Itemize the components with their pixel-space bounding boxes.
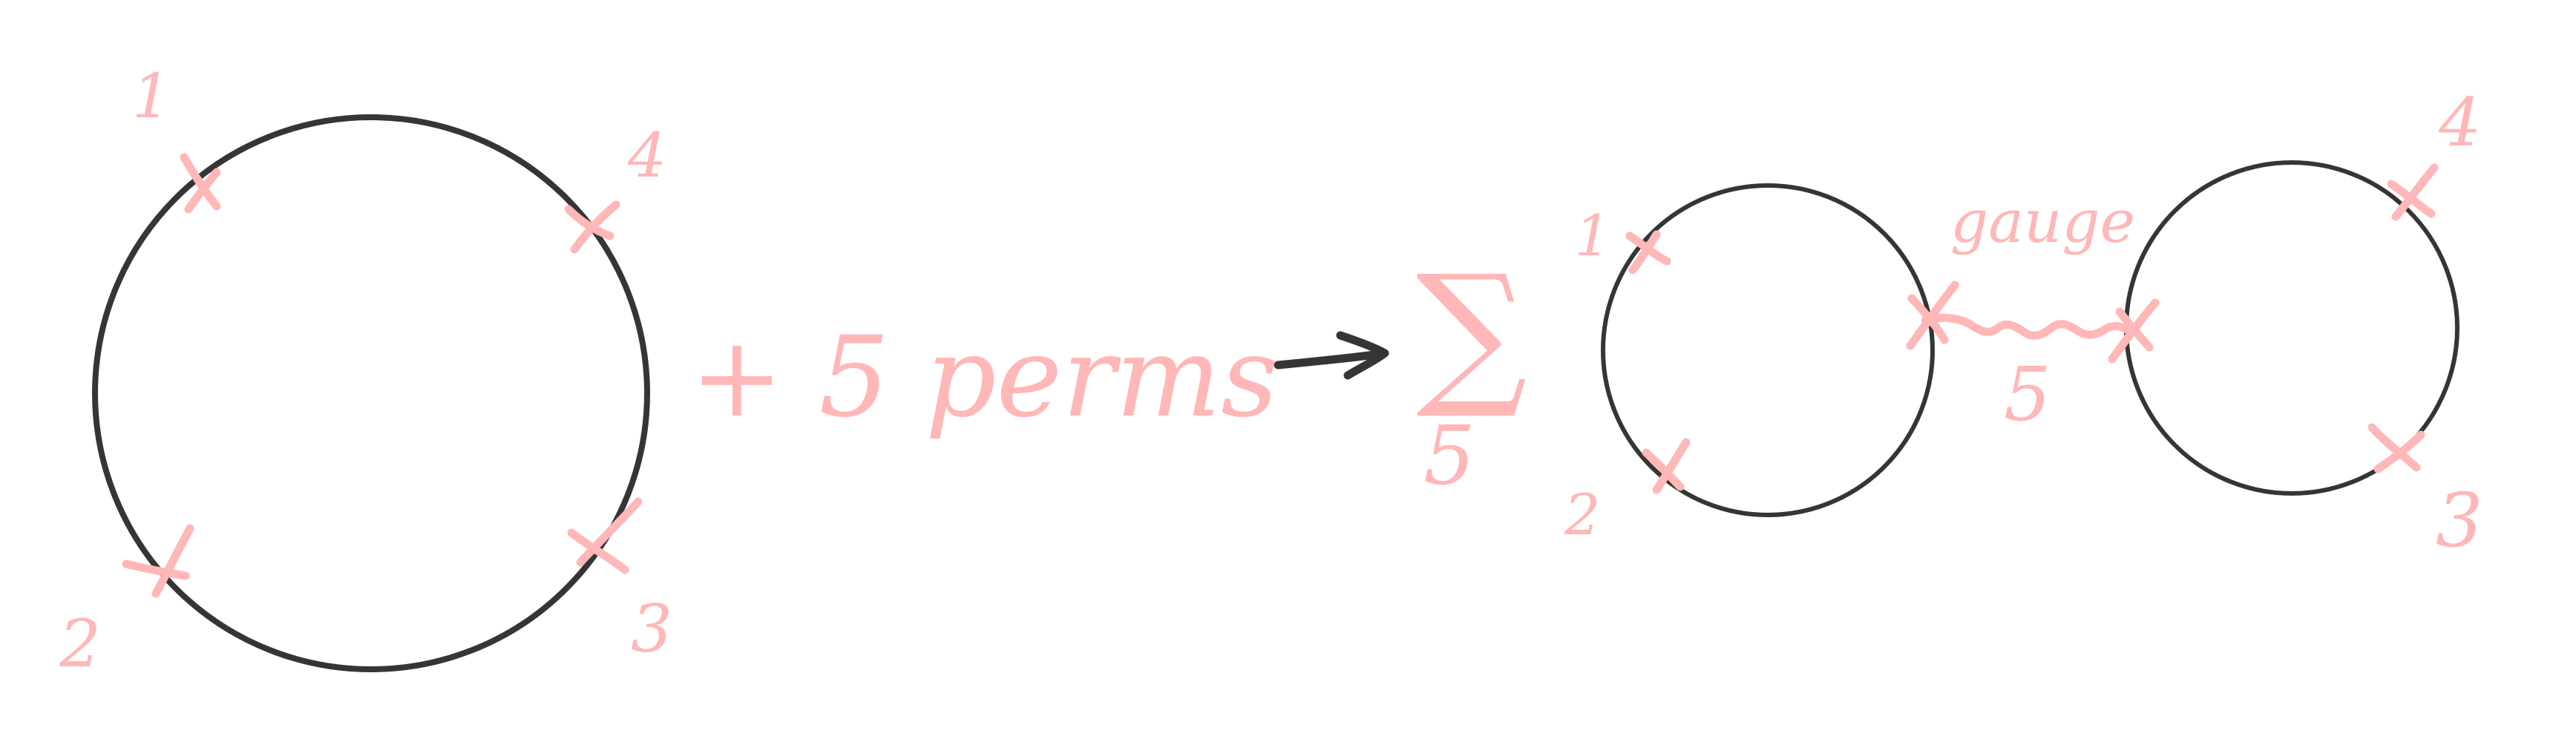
leg-label-b4: 4 xyxy=(2438,84,2481,162)
propagator-label: gauge xyxy=(1950,187,2135,256)
leg-label-2: 2 xyxy=(59,605,101,682)
leg-label-b3: 3 xyxy=(2436,477,2483,564)
vertex-marker-a xyxy=(1906,280,1959,350)
leg-marker-a1 xyxy=(1625,230,1671,275)
arrow-icon xyxy=(1274,331,1389,380)
leg-label-3: 3 xyxy=(631,591,672,667)
right-diagram: 1 2 4 3 gauge 5 xyxy=(1564,84,2483,564)
loop-circle-a xyxy=(1601,183,1935,517)
perm-annotation: + 5 perms xyxy=(690,313,1278,442)
gauge-propagator xyxy=(1921,313,2134,340)
leg-marker-2 xyxy=(122,524,194,598)
leg-marker-3 xyxy=(567,497,643,574)
leg-label-1: 1 xyxy=(132,62,171,132)
leg-label-4: 4 xyxy=(627,121,666,191)
leg-marker-4 xyxy=(564,200,620,254)
leg-marker-1 xyxy=(180,153,221,214)
sum-symbol: ∑ xyxy=(1416,241,1527,423)
propagator-index: 5 xyxy=(2004,351,2051,438)
leg-marker-b4 xyxy=(2387,163,2439,221)
leg-marker-b3 xyxy=(2367,423,2425,473)
sum-index: 5 xyxy=(1423,408,1475,503)
leg-label-a2: 2 xyxy=(1564,482,1600,548)
leg-marker-a2 xyxy=(1642,438,1691,494)
left-diagram: 1 4 2 3 xyxy=(59,62,672,682)
large-loop-circle xyxy=(92,114,650,672)
vertex-marker-b xyxy=(2108,298,2160,364)
leg-label-a1: 1 xyxy=(1575,203,1610,269)
